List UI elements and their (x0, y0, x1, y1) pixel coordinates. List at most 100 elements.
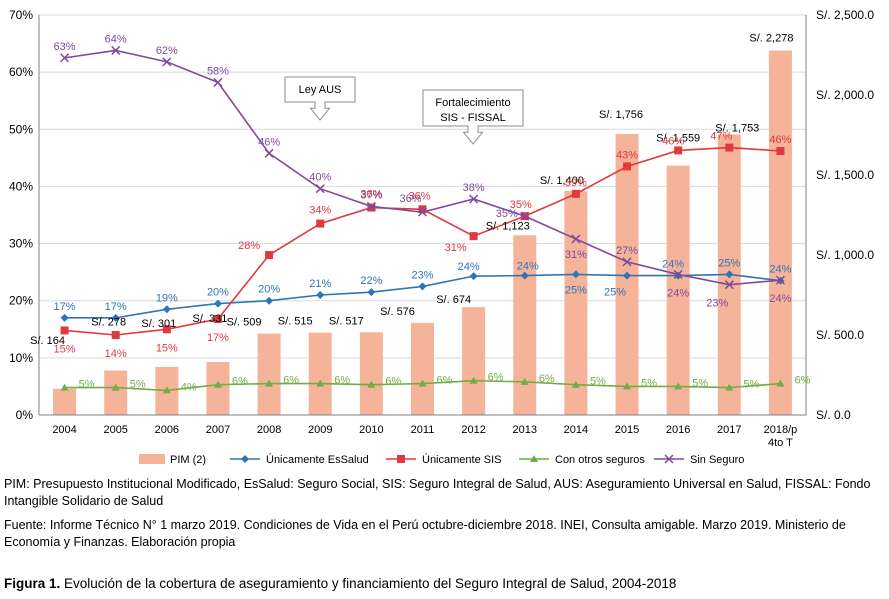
x-tick-label: 2017 (717, 424, 741, 436)
series-label: 5% (692, 377, 708, 389)
series-label: 14% (105, 348, 127, 360)
chart-data-labels: S/. 164 S/. 278 S/. 301 S/. 331 S/. 509 S/. 5… (30, 33, 810, 394)
marker-square (776, 147, 785, 155)
marker-x (315, 184, 325, 194)
marker-triangle (469, 376, 478, 384)
series-label: 22% (360, 275, 382, 287)
series-label: 24% (517, 261, 539, 273)
legend-label-pim: PIM (2) (170, 454, 206, 466)
marker-diamond (520, 271, 529, 280)
marker-triangle (530, 455, 538, 462)
marker-triangle (316, 379, 325, 387)
marker-x (571, 234, 581, 244)
series-label: 27% (616, 245, 638, 257)
series-label: 15% (54, 343, 76, 355)
series-label: 38% (463, 182, 485, 194)
pim-bar-label: S/. 576 (380, 306, 415, 318)
series-label: 6% (385, 376, 401, 388)
marker-square (265, 251, 274, 259)
marker-x (213, 77, 223, 87)
marker-diamond (162, 305, 171, 314)
series-label: 24% (667, 287, 689, 299)
marker-diamond (316, 291, 325, 299)
marker-x (724, 280, 734, 290)
callout-text: SIS - FISSAL (440, 112, 505, 124)
y-right-tick-label: S/. 2,000.0 (816, 88, 874, 102)
marker-diamond (265, 296, 274, 305)
marker-x (664, 454, 674, 464)
marker-square (316, 219, 325, 228)
pim-bar (206, 362, 230, 415)
marker-diamond (60, 313, 69, 322)
y-right-tick-label: S/. 500.0 (816, 328, 864, 342)
callout-arrow-box (422, 89, 524, 145)
pim-bar (411, 322, 434, 415)
x-tick-label: 2011 (411, 424, 435, 436)
marker-square (162, 325, 171, 334)
series-label: 35% (510, 199, 532, 211)
series-label: 36% (399, 193, 421, 205)
marker-triangle (776, 379, 785, 387)
y-right-tick-label: S/. 0.0 (816, 408, 851, 422)
marker-x (366, 201, 376, 211)
marker-x (673, 269, 683, 279)
pim-bar (666, 165, 690, 415)
marker-square (469, 232, 478, 241)
marker-diamond (418, 282, 427, 291)
series-label: 23% (411, 269, 433, 281)
y-left-tick-label: 30% (9, 237, 33, 251)
series-label: 24% (769, 293, 791, 305)
marker-x (162, 57, 172, 67)
marker-triangle (418, 379, 427, 387)
marker-x (60, 53, 70, 63)
marker-triangle (265, 379, 274, 387)
chart-legend: PIM (2) Únicamente EsSalud Únicamente SIS C… (139, 453, 744, 466)
x-tick-label: 2008 (257, 424, 281, 436)
series-label: 62% (156, 45, 178, 57)
series-label: 23% (706, 298, 728, 310)
legend-label: Con otros seguros (555, 454, 645, 466)
series-label: 5% (641, 377, 657, 389)
pim-bar (53, 388, 77, 415)
series-label: 24% (458, 261, 480, 273)
pim-bar-label: S/. 164 (30, 335, 65, 347)
callout-text: Ley AUS (299, 84, 342, 96)
pim-bar (564, 191, 588, 415)
series-label: 31% (565, 249, 587, 261)
series-label: 6% (488, 372, 504, 384)
marker-square (60, 326, 69, 335)
x-tick-label: 2013 (513, 424, 537, 436)
series-label: 46% (662, 135, 684, 147)
marker-diamond (213, 299, 222, 308)
series-label: 5% (590, 376, 606, 388)
marker-x (469, 194, 479, 204)
chart-callouts: Ley AUS Fortalecimiento SIS - FISSAL (284, 76, 524, 145)
series-label: 31% (445, 242, 467, 254)
abbreviations-note: PIM: Presupuesto Institucional Modificad… (4, 477, 871, 508)
series-label: 24% (662, 259, 684, 271)
series-label: 64% (105, 33, 127, 45)
series-label: 6% (232, 376, 248, 388)
marker-triangle (367, 380, 376, 388)
marker-square (397, 455, 405, 463)
series-label: 5% (130, 379, 146, 391)
marker-triangle (623, 382, 632, 390)
legend-label: Sin Seguro (690, 454, 744, 466)
pim-bar (359, 332, 383, 415)
figure-caption-text: Evolución de la cobertura de aseguramien… (60, 576, 677, 591)
marker-diamond (241, 455, 249, 463)
marker-x (775, 275, 785, 285)
y-left-tick-label: 10% (9, 351, 33, 365)
y-left-tick-label: 0% (16, 408, 34, 422)
marker-triangle (725, 383, 734, 391)
series-label: 15% (156, 342, 178, 354)
x-tick-label: 2010 (359, 424, 383, 436)
series-label: 17% (207, 332, 229, 344)
series-label: 46% (258, 136, 280, 148)
marker-diamond (111, 313, 120, 322)
y-right-tick-label: S/. 1,000.0 (816, 248, 874, 262)
series-label: 24% (769, 264, 791, 276)
figure-caption-label: Figura 1. (4, 576, 61, 591)
series-label: 21% (309, 278, 331, 290)
source-note: Fuente: Informe Técnico N° 1 marzo 2019.… (4, 518, 846, 549)
